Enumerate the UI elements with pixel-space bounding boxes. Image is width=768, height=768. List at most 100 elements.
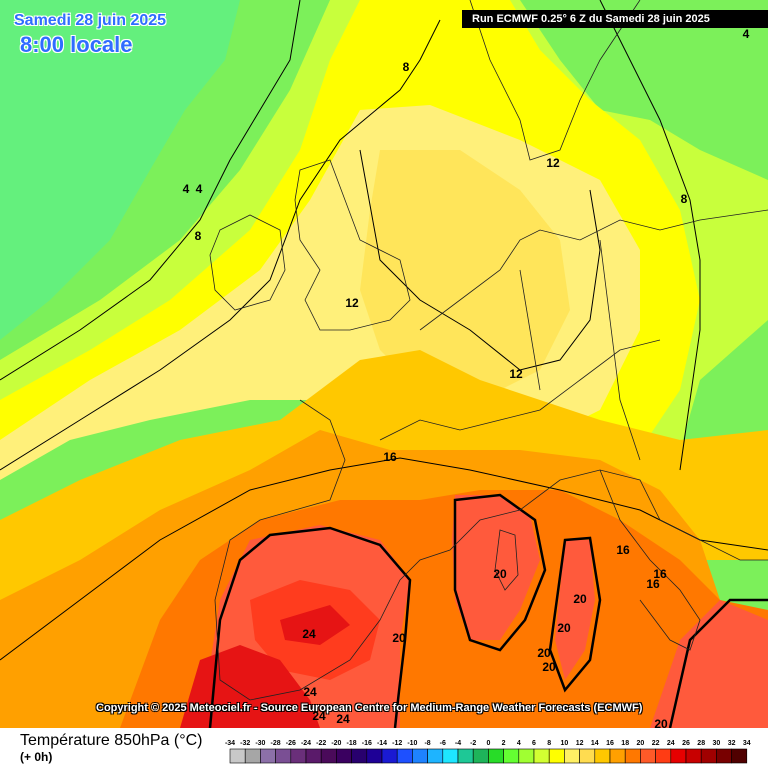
zone-c24 (180, 605, 350, 728)
forecast-time: 8:00 locale (20, 32, 133, 57)
label-4: 4 (196, 182, 203, 196)
label-24: 24 (302, 627, 316, 641)
legend-tick-label: -18 (347, 740, 357, 747)
legend-tick-label: 6 (532, 740, 536, 747)
legend-color-swatch (260, 748, 276, 764)
legend-tick-label: 30 (713, 740, 721, 747)
legend-color-swatch (533, 748, 550, 764)
legend-color-swatch (624, 748, 641, 764)
legend-color-swatch (457, 748, 474, 764)
legend-color-swatch (609, 748, 626, 764)
label-8: 8 (681, 192, 688, 206)
zone-c4 (0, 0, 240, 340)
label-8: 8 (403, 60, 410, 74)
legend-tick-label: 8 (547, 740, 551, 747)
legend-color-swatch (442, 748, 459, 764)
coastline-sardinia (494, 529, 519, 591)
label-12: 12 (345, 296, 359, 310)
legend-tick-label: -4 (455, 740, 461, 747)
legend-color-swatch (700, 748, 717, 764)
isotherm-8 (0, 19, 441, 471)
label-24: 24 (303, 685, 317, 699)
zone-c13 (360, 150, 570, 400)
legend-color-swatch (472, 748, 489, 764)
label-20: 20 (392, 631, 406, 645)
legend-color-swatch (503, 748, 520, 764)
legend-tick-label: 18 (621, 740, 629, 747)
coastline-italy (599, 469, 701, 651)
isotherm-20-sardinia (453, 493, 547, 652)
legend-tick-label: -24 (301, 740, 311, 747)
legend-tick-label: 10 (561, 740, 569, 747)
legend-subtitle: (+ 0h) (20, 750, 53, 764)
legend-color-swatch (640, 748, 656, 764)
isotherm-20-east (668, 598, 768, 728)
coastline-britain (294, 159, 411, 331)
isotherm-4 (0, 0, 301, 381)
legend-color-swatch (351, 748, 368, 764)
legend-color-swatch (275, 748, 292, 764)
coastline-continent (214, 399, 768, 701)
legend-tick-label: -2 (470, 740, 476, 747)
legend-color-swatch (396, 748, 413, 764)
label-12: 12 (509, 367, 523, 381)
temperature-map: 4 4 4 8 8 8 12 12 12 16 16 16 16 20 20 2… (0, 0, 768, 728)
legend-tick-label: 14 (591, 740, 599, 747)
label-24: 24 (312, 709, 326, 723)
legend-tick-label: 26 (682, 740, 690, 747)
label-20: 20 (654, 717, 668, 728)
legend-tick-label: 2 (502, 740, 506, 747)
isotherm-20-iberia (208, 526, 412, 728)
coastline-north (419, 209, 768, 331)
legend-tick-label: -22 (316, 740, 326, 747)
legend-color-swatch (229, 748, 246, 764)
legend-tick-label: 16 (606, 740, 614, 747)
legend-tick-label: 28 (697, 740, 705, 747)
legend-tick-label: 34 (743, 740, 751, 747)
legend-color-swatch (564, 748, 580, 764)
label-20: 20 (537, 646, 551, 660)
legend-color-swatch (655, 748, 672, 764)
label-12: 12 (546, 156, 560, 170)
legend-tick-label: -32 (240, 740, 250, 747)
isotherm-12 (359, 149, 601, 371)
legend-color-swatch (518, 748, 535, 764)
legend-tick-label: -12 (392, 740, 402, 747)
legend-color-swatch (548, 748, 565, 764)
label-24: 24 (336, 712, 350, 726)
legend-color-swatch (670, 748, 687, 764)
label-20: 20 (542, 660, 556, 674)
legend-color-swatch (594, 748, 611, 764)
legend-tick-label: 4 (517, 740, 521, 747)
isotherm-20-italy (548, 536, 602, 693)
copyright-notice: Copyright © 2025 Meteociel.fr - Source E… (96, 702, 643, 714)
coastline-scandinavia (469, 0, 641, 161)
label-16: 16 (646, 577, 660, 591)
label-20: 20 (573, 592, 587, 606)
label-16: 16 (383, 450, 397, 464)
legend-tick-label: 22 (652, 740, 660, 747)
label-8: 8 (195, 229, 202, 243)
legend-color-swatch (427, 748, 444, 764)
label-20: 20 (557, 621, 571, 635)
legend-tick-label: 12 (576, 740, 584, 747)
legend-color-swatch (579, 748, 596, 764)
legend-color-swatch (731, 748, 748, 764)
legend-color-swatch (290, 748, 307, 764)
legend-tick-label: -10 (407, 740, 417, 747)
label-20: 20 (493, 567, 507, 581)
label-16: 16 (653, 567, 667, 581)
legend-tick-label: 0 (486, 740, 490, 747)
legend-color-swatch (305, 748, 322, 764)
isotherm-8b (599, 0, 701, 471)
legend-color-swatch (320, 748, 337, 764)
border-lines (379, 239, 661, 461)
label-4: 4 (743, 27, 750, 41)
legend-tick-label: -16 (362, 740, 372, 747)
legend-color-swatch (685, 748, 702, 764)
legend-tick-label: 24 (667, 740, 675, 747)
legend-color-swatch (244, 748, 261, 764)
model-run-info: Run ECMWF 0.25° 6 Z du Samedi 28 juin 20… (462, 10, 768, 28)
label-4: 4 (183, 182, 190, 196)
legend-tick-label: 20 (637, 740, 645, 747)
